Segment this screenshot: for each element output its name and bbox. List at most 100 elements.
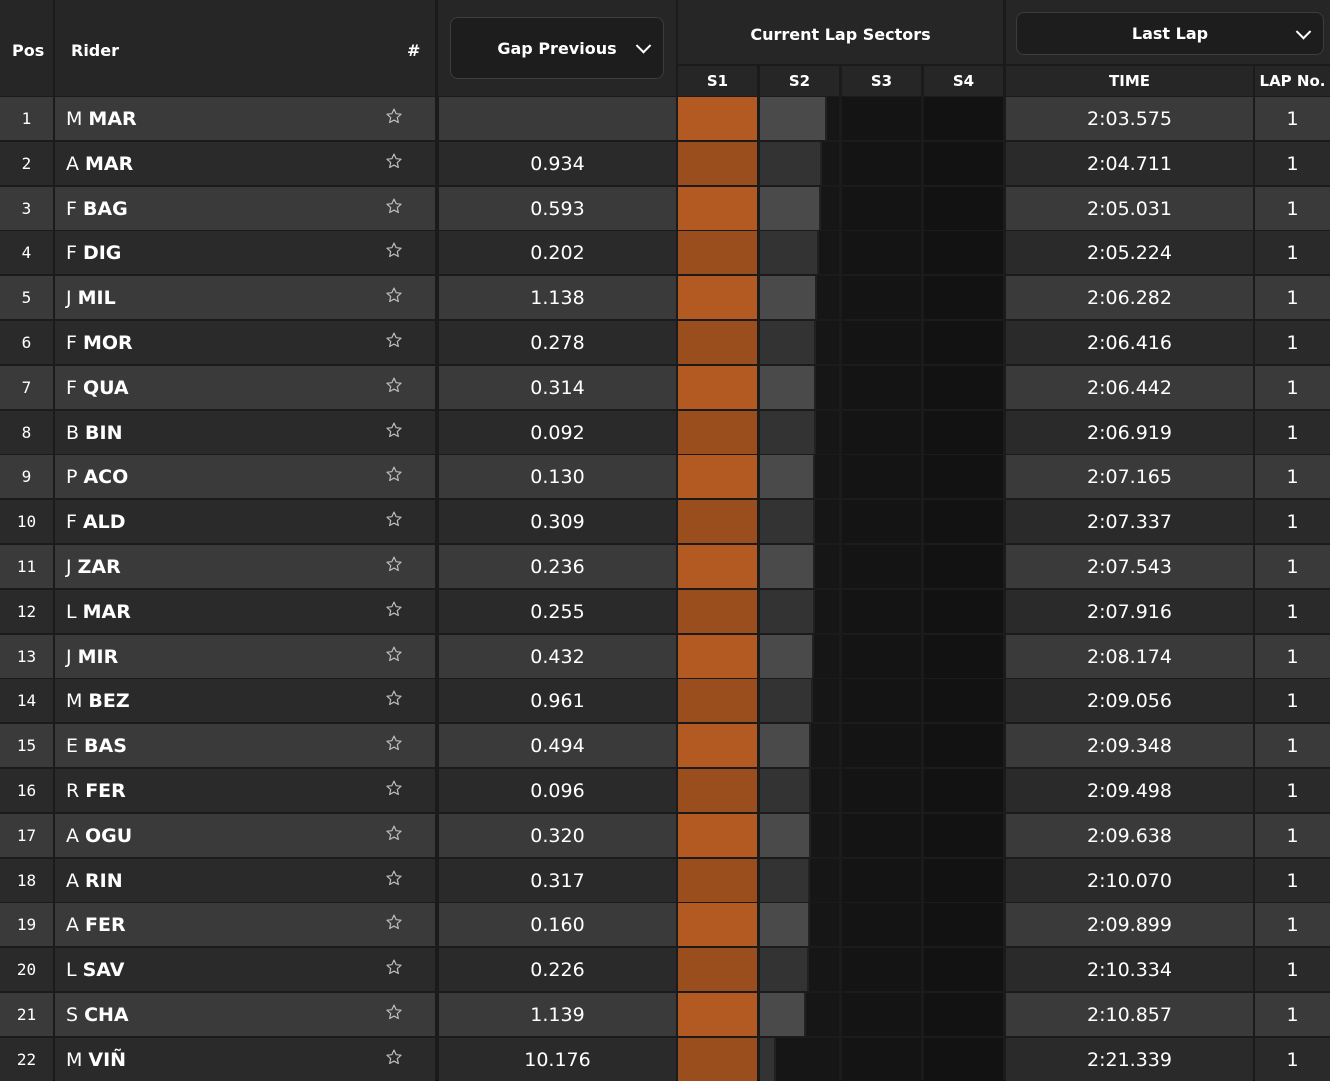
sector-s1-bar [678,859,757,902]
star-icon[interactable] [385,689,403,707]
sector-s4-cell [924,97,1003,140]
gap-previous-dropdown[interactable]: Gap Previous [450,17,664,79]
rider-cell: ARIN42 [55,859,491,902]
sector-s1-bar [678,679,757,722]
star-icon[interactable] [385,510,403,528]
rider-initial: F [66,197,77,220]
star-icon[interactable] [385,107,403,125]
header-s1: S1 [678,66,757,96]
lap-time: 2:10.857 [1006,993,1253,1036]
sector-s2-progress [760,814,811,857]
gap-value: 0.593 [439,187,676,230]
rider-surname: SAV [82,958,125,981]
gap-value: 0.202 [439,231,676,274]
last-lap-dropdown[interactable]: Last Lap [1016,12,1324,55]
lap-time: 2:05.224 [1006,231,1253,274]
sector-s2-cell [760,187,839,230]
star-icon[interactable] [385,779,403,797]
gap-value: 0.236 [439,545,676,588]
sector-s3-cell [842,635,921,678]
star-icon[interactable] [385,331,403,349]
rider-initial: M [66,1048,83,1071]
sector-s4-cell [924,948,1003,991]
star-icon[interactable] [385,421,403,439]
sector-s2-cell [760,903,839,946]
star-icon[interactable] [385,869,403,887]
sector-s3-cell [842,679,921,722]
sector-s2-cell [760,321,839,364]
star-icon[interactable] [385,734,403,752]
rider-initial: S [66,1003,79,1026]
sector-s2-cell [760,1038,839,1081]
rider-surname: FER [85,779,126,802]
sector-s2-cell [760,276,839,319]
sector-s4-cell [924,769,1003,812]
star-icon[interactable] [385,600,403,618]
header-s3: S3 [842,66,921,96]
rider-cell: MVIÑ12 [55,1038,491,1081]
star-icon[interactable] [385,913,403,931]
sector-s4-cell [924,142,1003,185]
star-icon[interactable] [385,958,403,976]
rider-initial: A [66,869,79,892]
sector-s4-cell [924,187,1003,230]
lap-time: 2:09.899 [1006,903,1253,946]
sector-s1-bar [678,187,757,230]
star-icon[interactable] [385,197,403,215]
sector-s4-cell [924,276,1003,319]
sector-s2-progress [760,993,806,1036]
rider-cell: AOGU79 [55,814,491,857]
lap-number: 1 [1255,859,1330,902]
star-icon[interactable] [385,376,403,394]
star-icon[interactable] [385,824,403,842]
star-icon[interactable] [385,1003,403,1021]
rider-cell: AFER7 [55,903,491,946]
star-icon[interactable] [385,286,403,304]
star-icon[interactable] [385,241,403,259]
last-lap-label: Last Lap [1131,24,1209,43]
rider-initial: F [66,241,77,264]
rider-initial: F [66,331,77,354]
rider-cell: PACO37 [55,455,491,498]
rider-surname: ZAR [77,555,121,578]
sector-s3-cell [842,231,921,274]
star-icon[interactable] [385,645,403,663]
star-icon[interactable] [385,1048,403,1066]
sector-s4-cell [924,321,1003,364]
sector-s4-cell [924,724,1003,767]
header-lap-no: LAP No. [1255,66,1330,96]
star-icon[interactable] [385,555,403,573]
star-icon[interactable] [385,465,403,483]
sector-s3-cell [842,859,921,902]
star-icon[interactable] [385,152,403,170]
lap-time: 2:10.070 [1006,859,1253,902]
rider-initial: B [66,421,80,444]
rider-cell: AMAR73 [55,142,491,185]
position: 5 [0,276,53,319]
lap-time: 2:07.916 [1006,590,1253,633]
sector-s3-cell [842,1038,921,1081]
